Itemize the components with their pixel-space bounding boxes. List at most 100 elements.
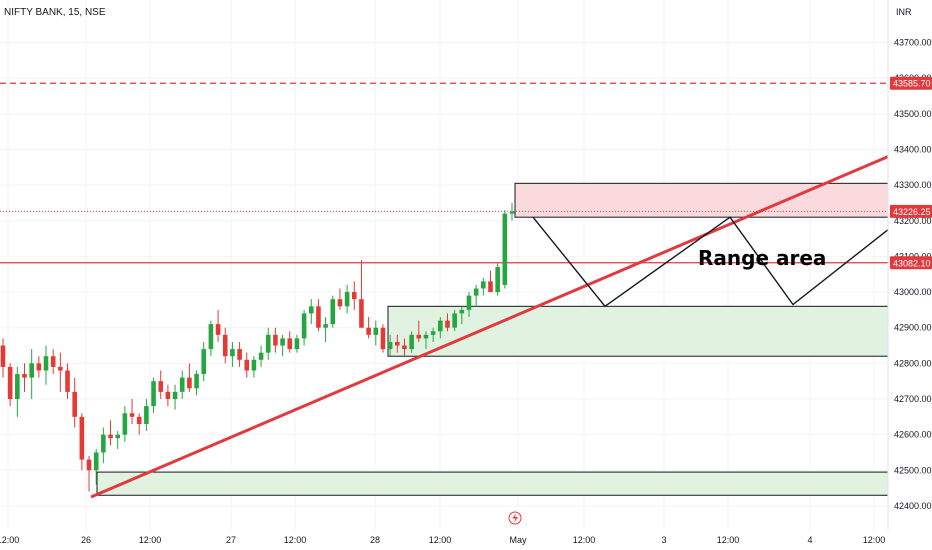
candle (481, 281, 486, 289)
candle (366, 327, 371, 335)
candle (380, 327, 386, 350)
candle (466, 295, 472, 310)
candle (488, 281, 493, 293)
candle (301, 313, 307, 339)
chart-title: NIFTY BANK, 15, NSE (4, 7, 106, 18)
candle (430, 331, 436, 335)
candle (136, 416, 142, 424)
candle (438, 320, 443, 332)
x-tick-label: 26 (81, 535, 91, 545)
candle (423, 334, 429, 339)
y-tick-label: 42800.00 (894, 358, 932, 368)
y-tick-label: 42600.00 (894, 430, 932, 440)
candle (316, 306, 321, 328)
time-axis[interactable]: 12:00 26 12:00 27 12:00 28 12:00 May 12:00 3 12:00… (0, 535, 885, 545)
x-tick-label: 12:00 (717, 535, 740, 545)
candle (65, 370, 70, 392)
y-tick-label: 42700.00 (894, 394, 932, 404)
candle (115, 434, 121, 439)
y-tick-label: 42500.00 (894, 465, 932, 475)
x-tick-label: 27 (226, 535, 236, 545)
candle (273, 334, 278, 346)
candle (172, 391, 178, 399)
lightning-icon[interactable] (508, 511, 522, 525)
candle (108, 434, 113, 439)
y-tick-label: 43400.00 (894, 144, 932, 154)
x-tick-label: 12:00 (573, 535, 596, 545)
candle (265, 334, 271, 353)
candle (101, 434, 106, 453)
candle (144, 406, 149, 424)
x-tick-label: 12:00 (0, 535, 19, 545)
candle (509, 211, 515, 214)
candle (93, 452, 99, 471)
candle (351, 292, 357, 300)
y-tick-label: 43500.00 (894, 109, 932, 119)
range-area-label: Range area (698, 246, 826, 270)
candle (294, 338, 300, 350)
y-tick-label: 43300.00 (894, 180, 932, 190)
candle (36, 363, 42, 371)
y-tick-label: 42400.00 (894, 501, 932, 511)
candle (359, 299, 364, 328)
candle (50, 356, 56, 367)
candle (7, 366, 13, 399)
candle (122, 413, 128, 435)
support-zone (96, 471, 889, 496)
candle (387, 341, 393, 350)
x-tick-label: May (509, 535, 527, 545)
support-zone (387, 305, 889, 357)
resistance-zone (514, 182, 889, 218)
candle (43, 356, 49, 371)
price-badge-label: 43082.10 (893, 258, 931, 268)
candle (22, 374, 27, 378)
candle (151, 381, 156, 407)
x-tick-label: 12:00 (863, 535, 886, 545)
drawings (90, 155, 889, 499)
candle (208, 324, 214, 350)
currency-label: INR (896, 7, 912, 17)
candle (402, 345, 407, 350)
candle (502, 213, 508, 285)
candle (15, 374, 20, 399)
range-projection-path (532, 216, 889, 308)
candle (308, 306, 314, 314)
candle (79, 416, 85, 460)
grid (0, 0, 888, 530)
candle (194, 374, 199, 389)
candle (344, 292, 350, 307)
price-axis[interactable]: 43700.0043600.0043500.0043400.0043300.00… (887, 0, 932, 530)
candle (230, 349, 235, 357)
y-tick-label: 43000.00 (894, 287, 932, 297)
candle (0, 345, 6, 367)
price-badge (890, 204, 932, 218)
candles (0, 202, 515, 492)
candle (495, 267, 500, 293)
candle (201, 349, 207, 375)
candle (473, 288, 479, 296)
candle (158, 381, 164, 392)
y-tick-label: 43700.00 (894, 38, 932, 48)
candle (445, 320, 450, 328)
candle (72, 391, 77, 417)
y-tick-label: 42900.00 (894, 323, 932, 333)
candle (330, 299, 336, 325)
candle (58, 366, 63, 371)
candle (337, 299, 343, 307)
candle (222, 334, 228, 357)
x-tick-label: 12:00 (284, 535, 307, 545)
candle (86, 459, 92, 471)
y-tick-label: 43200.00 (894, 216, 932, 226)
candle (287, 338, 293, 350)
candle (258, 352, 264, 360)
price-badge (890, 76, 932, 90)
candle (452, 313, 457, 328)
candle (179, 377, 185, 392)
trendline (90, 155, 889, 499)
x-tick-label: 3 (661, 535, 666, 545)
zones (96, 182, 889, 496)
candle (373, 327, 379, 335)
candle (165, 391, 171, 399)
candle (251, 359, 257, 371)
